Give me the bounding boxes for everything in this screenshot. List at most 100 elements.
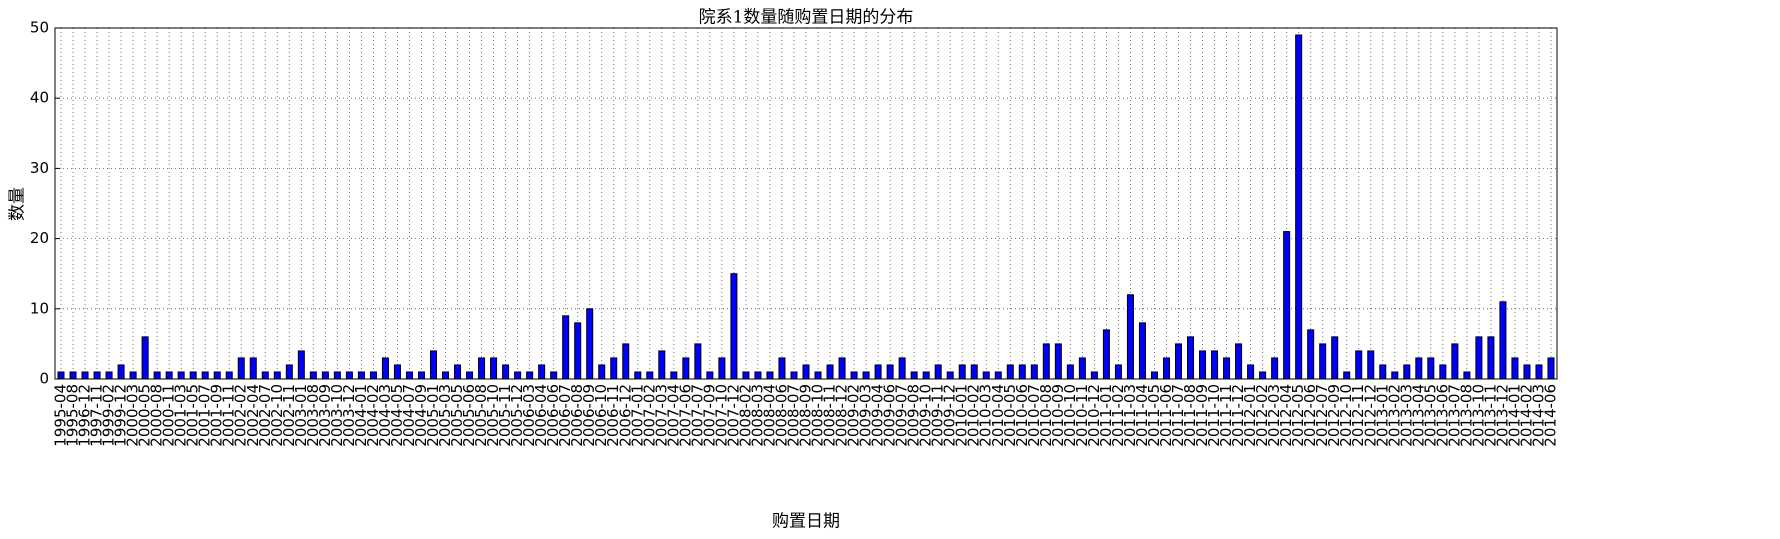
bar bbox=[490, 357, 498, 380]
bar bbox=[1355, 350, 1363, 380]
bar bbox=[466, 371, 474, 380]
bar bbox=[934, 364, 942, 380]
x-tick-label: 2005-06 bbox=[460, 384, 478, 447]
x-tick-label: 2009-04 bbox=[869, 384, 887, 447]
bar bbox=[610, 357, 618, 380]
bar bbox=[1391, 371, 1399, 380]
x-tick-label: 2011-04 bbox=[1133, 384, 1151, 447]
x-tick-label: 2004-02 bbox=[364, 384, 382, 447]
y-tick-label: 0 bbox=[39, 370, 49, 388]
bar bbox=[526, 371, 534, 380]
bar bbox=[1367, 350, 1375, 380]
bar bbox=[874, 364, 882, 380]
x-tick-label: 2006-12 bbox=[616, 384, 634, 447]
x-tick-label: 2011-10 bbox=[1205, 384, 1223, 447]
x-tick-label: 2010-04 bbox=[989, 384, 1007, 447]
bar bbox=[1078, 357, 1086, 380]
x-tick-label: 2008-07 bbox=[784, 384, 802, 447]
bar bbox=[1343, 371, 1351, 380]
x-tick-label: 2014-01 bbox=[1505, 384, 1523, 447]
y-tick-label: 50 bbox=[30, 19, 49, 37]
x-tick-label: 2003-10 bbox=[328, 384, 346, 447]
x-tick-label: 2005-05 bbox=[448, 384, 466, 447]
x-tick-label: 2012-10 bbox=[1337, 384, 1355, 447]
x-tick-label: 2012-03 bbox=[1265, 384, 1283, 447]
bar bbox=[634, 371, 642, 380]
bar bbox=[538, 364, 546, 380]
bar bbox=[1066, 364, 1074, 380]
x-tick-label: 2003-08 bbox=[304, 384, 322, 447]
bar bbox=[1126, 294, 1134, 380]
x-tick-label: 2011-02 bbox=[1109, 384, 1127, 447]
x-tick-label: 2006-06 bbox=[544, 384, 562, 447]
bar bbox=[658, 350, 666, 380]
bar bbox=[1475, 336, 1483, 380]
bar bbox=[201, 371, 209, 380]
x-tick-label: 2007-02 bbox=[640, 384, 658, 447]
bar bbox=[994, 371, 1002, 380]
bar bbox=[1439, 364, 1447, 380]
bar bbox=[1150, 371, 1158, 380]
bar bbox=[321, 371, 329, 380]
bar bbox=[165, 371, 173, 380]
x-tick-label: 2000-08 bbox=[148, 384, 166, 447]
x-tick-label: 2012-12 bbox=[1361, 384, 1379, 447]
x-tick-label: 2013-03 bbox=[1397, 384, 1415, 447]
bar bbox=[478, 357, 486, 380]
x-tick-label: 2002-02 bbox=[232, 384, 250, 447]
x-tick-label: 2011-03 bbox=[1121, 384, 1139, 447]
x-tick-label: 2002-04 bbox=[244, 384, 262, 447]
bar bbox=[742, 371, 750, 380]
x-tick-label: 2005-03 bbox=[436, 384, 454, 447]
bar bbox=[381, 357, 389, 380]
y-tick-label: 20 bbox=[30, 229, 49, 247]
x-tick-label: 2009-06 bbox=[881, 384, 899, 447]
bar bbox=[670, 371, 678, 380]
x-tick-label: 1995-04 bbox=[52, 384, 70, 447]
bar bbox=[81, 371, 89, 380]
x-tick-label: 2012-05 bbox=[1289, 384, 1307, 447]
x-tick-label: 2009-03 bbox=[857, 384, 875, 447]
x-tick-label: 2013-08 bbox=[1457, 384, 1475, 447]
x-tick-label: 2008-11 bbox=[821, 384, 839, 447]
x-tick-label: 2012-01 bbox=[1241, 384, 1259, 447]
bar bbox=[153, 371, 161, 380]
x-tick-label: 2011-05 bbox=[1145, 384, 1163, 447]
x-tick-label: 2013-12 bbox=[1493, 384, 1511, 447]
bar bbox=[1235, 343, 1243, 380]
x-tick-label: 2008-02 bbox=[736, 384, 754, 447]
x-tick-label: 2008-06 bbox=[772, 384, 790, 447]
y-tick-label: 10 bbox=[30, 299, 49, 317]
x-tick-label: 2002-11 bbox=[280, 384, 298, 447]
bar bbox=[730, 273, 738, 380]
x-tick-label: 2013-04 bbox=[1409, 384, 1427, 447]
x-tick-label: 2008-10 bbox=[809, 384, 827, 447]
plot-frame bbox=[54, 27, 1558, 380]
x-tick-label: 2005-12 bbox=[508, 384, 526, 447]
bar bbox=[369, 371, 377, 380]
bar bbox=[357, 371, 365, 380]
x-tick-label: 2007-12 bbox=[724, 384, 742, 447]
x-tick-label: 2001-07 bbox=[196, 384, 214, 447]
x-tick-label: 2000-11 bbox=[160, 384, 178, 447]
bar bbox=[850, 371, 858, 380]
bar bbox=[69, 371, 77, 380]
bar bbox=[1018, 364, 1026, 380]
x-tick-label: 2002-07 bbox=[256, 384, 274, 447]
y-axis-label: 数量 bbox=[8, 187, 28, 221]
x-tick-label: 2001-09 bbox=[208, 384, 226, 447]
bar bbox=[105, 371, 113, 380]
bar bbox=[189, 371, 197, 380]
bar bbox=[1331, 336, 1339, 380]
x-tick-label: 2010-02 bbox=[965, 384, 983, 447]
bar bbox=[574, 322, 582, 380]
bar bbox=[177, 371, 185, 380]
bar bbox=[694, 343, 702, 380]
bar bbox=[1090, 371, 1098, 380]
x-tick-label: 2010-10 bbox=[1061, 384, 1079, 447]
x-tick-label: 2000-05 bbox=[136, 384, 154, 447]
bar bbox=[826, 364, 834, 380]
x-tick-label: 2001-03 bbox=[172, 384, 190, 447]
x-tick-label: 2011-09 bbox=[1193, 384, 1211, 447]
bar bbox=[790, 371, 798, 380]
